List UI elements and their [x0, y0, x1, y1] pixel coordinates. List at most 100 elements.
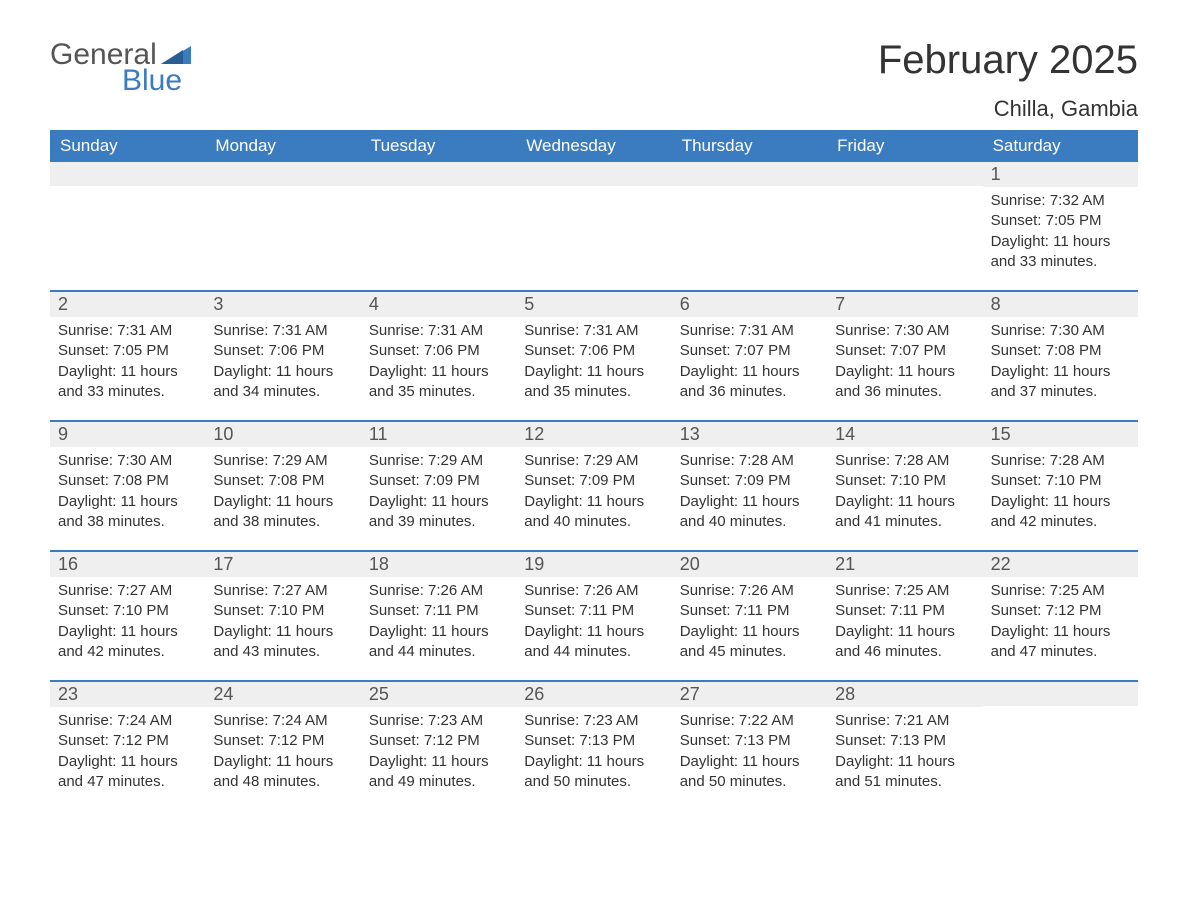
day-daylight2: and 39 minutes. — [369, 512, 508, 532]
calendar-day-cell: 23Sunrise: 7:24 AMSunset: 7:12 PMDayligh… — [50, 682, 205, 810]
day-info: Sunrise: 7:29 AMSunset: 7:08 PMDaylight:… — [205, 451, 360, 550]
col-saturday: Saturday — [983, 130, 1138, 162]
day-daylight1: Daylight: 11 hours — [369, 622, 508, 642]
day-daylight2: and 33 minutes. — [991, 252, 1130, 272]
calendar-day-cell: 25 Sunrise: 7:23 AMSunset: 7:12 PMDayligh… — [361, 682, 516, 810]
day-number: 7 — [827, 292, 982, 317]
day-number: 1 — [983, 162, 1138, 187]
calendar-header-row: Sunday Monday Tuesday Wednesday Thursday… — [50, 130, 1138, 162]
day-info: Sunrise: 7:28 AMSunset: 7:09 PMDaylight:… — [672, 451, 827, 550]
day-sunset: Sunset: 7:12 PM — [369, 731, 508, 751]
calendar-day-cell: 2Sunrise: 7:31 AMSunset: 7:05 PMDaylight… — [50, 292, 205, 420]
day-daylight2: and 40 minutes. — [524, 512, 663, 532]
day-sunrise: Sunrise: 7:29 AM — [369, 451, 508, 471]
day-daylight1: Daylight: 11 hours — [680, 492, 819, 512]
calendar-week: 16Sunrise: 7:27 AMSunset: 7:10 PMDayligh… — [50, 550, 1138, 680]
day-sunrise: Sunrise: 7:24 AM — [213, 711, 352, 731]
day-daylight1: Daylight: 11 hours — [369, 752, 508, 772]
calendar-day-cell: 1Sunrise: 7:32 AMSunset: 7:05 PMDaylight… — [983, 162, 1138, 290]
day-info: Sunrise: 7:31 AMSunset: 7:06 PMDaylight:… — [205, 321, 360, 420]
day-sunset: Sunset: 7:11 PM — [680, 601, 819, 621]
day-number: 15 — [983, 422, 1138, 447]
day-daylight1: Daylight: 11 hours — [991, 622, 1130, 642]
day-number: 17 — [205, 552, 360, 577]
day-sunset: Sunset: 7:10 PM — [991, 471, 1130, 491]
day-daylight1: Daylight: 11 hours — [680, 752, 819, 772]
day-sunset: Sunset: 7:09 PM — [680, 471, 819, 491]
day-info: Sunrise: 7:31 AMSunset: 7:05 PMDaylight:… — [50, 321, 205, 420]
day-daylight1: Daylight: 11 hours — [524, 492, 663, 512]
day-info: Sunrise: 7:26 AMSunset: 7:11 PMDaylight:… — [361, 581, 516, 680]
day-daylight2: and 43 minutes. — [213, 642, 352, 662]
day-sunrise: Sunrise: 7:25 AM — [835, 581, 974, 601]
day-info: Sunrise: 7:25 AMSunset: 7:12 PMDaylight:… — [983, 581, 1138, 680]
calendar-day-cell: 22 Sunrise: 7:25 AMSunset: 7:12 PMDayligh… — [983, 552, 1138, 680]
day-number: 20 — [672, 552, 827, 577]
day-number — [361, 162, 516, 186]
day-info: Sunrise: 7:24 AMSunset: 7:12 PMDaylight:… — [50, 711, 205, 810]
day-sunrise: Sunrise: 7:28 AM — [991, 451, 1130, 471]
day-info: Sunrise: 7:31 AMSunset: 7:06 PMDaylight:… — [361, 321, 516, 420]
day-sunrise: Sunrise: 7:31 AM — [524, 321, 663, 341]
day-info — [672, 190, 827, 208]
calendar-day-cell: 4Sunrise: 7:31 AMSunset: 7:06 PMDaylight… — [361, 292, 516, 420]
day-daylight1: Daylight: 11 hours — [991, 232, 1130, 252]
day-daylight1: Daylight: 11 hours — [680, 622, 819, 642]
day-number: 9 — [50, 422, 205, 447]
day-daylight1: Daylight: 11 hours — [991, 492, 1130, 512]
day-number: 6 — [672, 292, 827, 317]
day-info: Sunrise: 7:29 AMSunset: 7:09 PMDaylight:… — [361, 451, 516, 550]
day-sunset: Sunset: 7:08 PM — [213, 471, 352, 491]
calendar-day-cell: 10 Sunrise: 7:29 AMSunset: 7:08 PMDayligh… — [205, 422, 360, 550]
day-number — [516, 162, 671, 186]
day-daylight2: and 48 minutes. — [213, 772, 352, 792]
day-sunset: Sunset: 7:09 PM — [524, 471, 663, 491]
day-daylight1: Daylight: 11 hours — [369, 492, 508, 512]
day-sunrise: Sunrise: 7:23 AM — [369, 711, 508, 731]
day-sunset: Sunset: 7:05 PM — [58, 341, 197, 361]
day-daylight2: and 46 minutes. — [835, 642, 974, 662]
day-sunset: Sunset: 7:12 PM — [213, 731, 352, 751]
day-info — [361, 190, 516, 208]
day-info — [516, 190, 671, 208]
day-sunset: Sunset: 7:13 PM — [524, 731, 663, 751]
day-info: Sunrise: 7:31 AMSunset: 7:07 PMDaylight:… — [672, 321, 827, 420]
day-number: 8 — [983, 292, 1138, 317]
calendar-day-cell — [50, 162, 205, 290]
day-info: Sunrise: 7:23 AMSunset: 7:12 PMDaylight:… — [361, 711, 516, 810]
day-daylight1: Daylight: 11 hours — [524, 362, 663, 382]
day-number: 25 — [361, 682, 516, 707]
day-daylight1: Daylight: 11 hours — [835, 492, 974, 512]
day-number: 10 — [205, 422, 360, 447]
day-number: 22 — [983, 552, 1138, 577]
day-number: 13 — [672, 422, 827, 447]
day-daylight1: Daylight: 11 hours — [991, 362, 1130, 382]
day-daylight2: and 45 minutes. — [680, 642, 819, 662]
day-sunset: Sunset: 7:12 PM — [58, 731, 197, 751]
day-daylight1: Daylight: 11 hours — [680, 362, 819, 382]
day-daylight1: Daylight: 11 hours — [835, 752, 974, 772]
day-number — [672, 162, 827, 186]
day-sunrise: Sunrise: 7:23 AM — [524, 711, 663, 731]
day-daylight1: Daylight: 11 hours — [524, 752, 663, 772]
day-sunrise: Sunrise: 7:30 AM — [991, 321, 1130, 341]
brand-blue: Blue — [122, 66, 191, 96]
day-sunrise: Sunrise: 7:28 AM — [835, 451, 974, 471]
col-thursday: Thursday — [672, 130, 827, 162]
day-info: Sunrise: 7:30 AMSunset: 7:08 PMDaylight:… — [983, 321, 1138, 420]
day-sunset: Sunset: 7:07 PM — [835, 341, 974, 361]
day-daylight2: and 42 minutes. — [991, 512, 1130, 532]
day-sunrise: Sunrise: 7:27 AM — [58, 581, 197, 601]
day-sunrise: Sunrise: 7:21 AM — [835, 711, 974, 731]
day-info: Sunrise: 7:31 AMSunset: 7:06 PMDaylight:… — [516, 321, 671, 420]
day-sunrise: Sunrise: 7:32 AM — [991, 191, 1130, 211]
calendar-day-cell: 6 Sunrise: 7:31 AMSunset: 7:07 PMDaylight… — [672, 292, 827, 420]
calendar-day-cell: 21Sunrise: 7:25 AMSunset: 7:11 PMDayligh… — [827, 552, 982, 680]
day-number: 11 — [361, 422, 516, 447]
calendar-day-cell: 3Sunrise: 7:31 AMSunset: 7:06 PMDaylight… — [205, 292, 360, 420]
day-sunrise: Sunrise: 7:28 AM — [680, 451, 819, 471]
calendar: Sunday Monday Tuesday Wednesday Thursday… — [50, 130, 1138, 810]
day-sunrise: Sunrise: 7:26 AM — [524, 581, 663, 601]
day-number: 21 — [827, 552, 982, 577]
day-sunset: Sunset: 7:10 PM — [213, 601, 352, 621]
